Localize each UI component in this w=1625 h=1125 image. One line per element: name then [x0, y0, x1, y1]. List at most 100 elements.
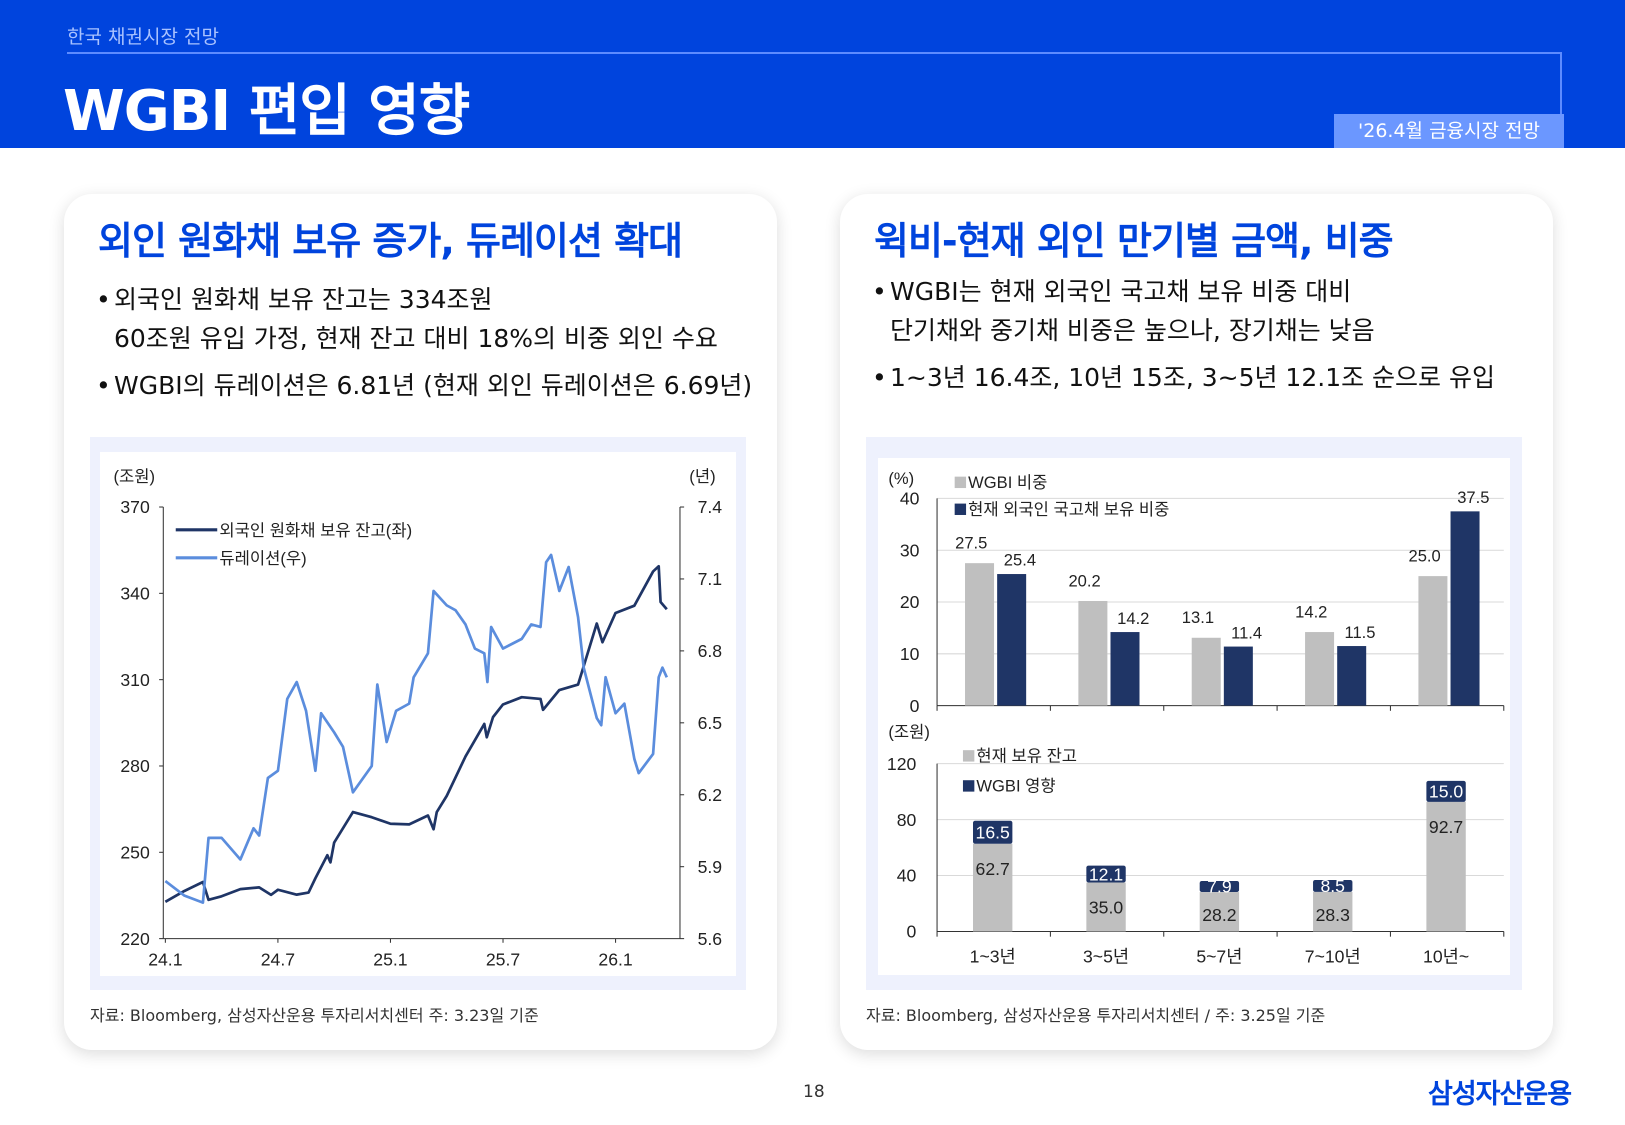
- bar-value-label: 11.4: [1231, 623, 1262, 642]
- legend-label: WGBI 영향: [976, 777, 1055, 796]
- card-title: 윅비-현재 외인 만기별 금액, 비중: [874, 219, 1394, 263]
- y-tick-label: 30: [900, 540, 920, 560]
- bar-value-label: 13.1: [1182, 608, 1214, 627]
- legend-label: 외국인 원화채 보유 잔고(좌): [219, 521, 412, 540]
- bar: [965, 563, 995, 706]
- bar-value-label: 8.5: [1320, 876, 1345, 896]
- bar: [1078, 600, 1108, 706]
- bar-value-label: 11.5: [1344, 623, 1375, 642]
- x-tick-label: 25.7: [486, 950, 520, 970]
- x-tick-label: 24.7: [261, 950, 295, 970]
- x-tick-label: 3~5년: [1083, 947, 1129, 967]
- bullet-item: WGBI는 현재 외국인 국고채 보유 비중 대비 단기채와 중기채 비중은 높…: [872, 272, 1495, 350]
- top-chart-unit: (%): [888, 469, 914, 488]
- bullet-item: 1~3년 16.4조, 10년 15조, 3~5년 12.1조 순으로 유입: [872, 358, 1495, 397]
- bullet-list: WGBI는 현재 외국인 국고채 보유 비중 대비 단기채와 중기채 비중은 높…: [872, 272, 1495, 405]
- report-badge: '26.4월 금융시장 전망: [1334, 114, 1564, 148]
- bar-value-label: 92.7: [1429, 817, 1463, 837]
- bar-value-label: 28.3: [1316, 905, 1350, 925]
- y-tick-label: 120: [887, 754, 917, 774]
- bar-value-label: 15.0: [1429, 782, 1463, 802]
- header-band: 한국 채권시장 전망 WGBI 편입 영향 '26.4월 금융시장 전망: [0, 0, 1625, 148]
- page-title: WGBI 편입 영향: [63, 79, 470, 144]
- legend-swatch: [962, 780, 975, 792]
- x-tick-label: 24.1: [148, 950, 182, 970]
- series-line-1: [164, 564, 668, 903]
- bar: [1337, 646, 1367, 706]
- x-tick-label: 7~10년: [1305, 947, 1361, 967]
- left-tick-label: 220: [120, 929, 150, 949]
- bar-value-label: 37.5: [1457, 488, 1489, 507]
- right-card: 윅비-현재 외인 만기별 금액, 비중 WGBI는 현재 외국인 국고채 보유 …: [840, 194, 1553, 1050]
- page-number: 18: [803, 1082, 825, 1102]
- chart-panel: (조원) (년) 370 340 310 280 250 220 7.4 7.1 6.8 6.5 6.2…: [90, 437, 746, 990]
- bar: [1418, 576, 1448, 706]
- bar-value-label: 35.0: [1089, 898, 1123, 918]
- bullet-text: 1~3년 16.4조, 10년 15조, 3~5년 12.1조 순으로 유입: [890, 363, 1495, 392]
- y-tick-label: 10: [900, 644, 920, 664]
- x-tick-label: 26.1: [598, 950, 632, 970]
- left-axis-unit: (조원): [113, 467, 155, 486]
- left-tick-label: 280: [120, 756, 150, 776]
- company-logo: 삼성자산운용: [1428, 1079, 1572, 1110]
- y-tick-label: 0: [907, 922, 917, 942]
- bar-segment-holdings: [1426, 801, 1466, 932]
- bar-value-label: 20.2: [1068, 571, 1100, 590]
- x-tick-label: 25.1: [373, 950, 407, 970]
- bullet-list: 외국인 원화채 보유 잔고는 334조원 60조원 유입 가정, 현재 잔고 대…: [96, 280, 752, 413]
- series-line-2: [164, 553, 669, 904]
- bullet-text: 외국인 원화채 보유 잔고는 334조원: [114, 285, 493, 314]
- bar-segment-holdings: [1313, 891, 1353, 932]
- bar: [1110, 632, 1140, 706]
- bar-segment-holdings: [973, 843, 1013, 932]
- right-tick-label: 5.6: [698, 929, 723, 949]
- bottom-chart-unit: (조원): [888, 723, 930, 742]
- bar-value-label: 14.2: [1117, 609, 1149, 628]
- bar-value-label: 7.9: [1207, 877, 1231, 897]
- source-note: 자료: Bloomberg, 삼성자산운용 투자리서치센터 / 주: 3.25일…: [866, 1006, 1326, 1025]
- bullet-text: 단기채와 중기채 비중은 높으나, 장기채는 낮음: [890, 316, 1375, 345]
- right-tick-label: 6.2: [698, 785, 723, 805]
- left-tick-label: 370: [120, 497, 150, 517]
- bar-value-label: 28.2: [1202, 905, 1236, 925]
- left-tick-label: 310: [120, 670, 150, 690]
- bullet-text: WGBI의 듀레이션은 6.81년 (현재 외인 듀레이션은 6.69년): [114, 371, 753, 400]
- x-tick-label: 1~3년: [970, 947, 1016, 967]
- section-label: 한국 채권시장 전망: [67, 26, 219, 48]
- bar: [1305, 632, 1335, 706]
- right-axis-unit: (년): [689, 467, 715, 486]
- bar-value-label: 27.5: [955, 534, 987, 553]
- legend-label: 현재 외국인 국고채 보유 비중: [968, 500, 1169, 519]
- x-tick-label: 5~7년: [1196, 947, 1242, 967]
- left-tick-label: 250: [120, 843, 150, 863]
- y-tick-label: 80: [897, 810, 917, 830]
- legend-label: WGBI 비중: [968, 473, 1047, 492]
- bullet-text: 60조원 유입 가정, 현재 잔고 대비 18%의 비중 외인 수요: [114, 324, 718, 353]
- legend-swatch: [954, 476, 967, 489]
- bar: [1223, 646, 1253, 706]
- right-tick-label: 7.4: [698, 497, 723, 517]
- bar-value-label: 12.1: [1089, 864, 1123, 884]
- bar-segment-wgbi: [1313, 880, 1353, 892]
- y-tick-label: 40: [900, 489, 920, 509]
- chart-panel: (%) 40 30 20 10 0 27.5 25.4 20.2 14.2 13.1 11.4 14.2…: [866, 437, 1522, 990]
- holdings-duration-line-chart: (조원) (년) 370 340 310 280 250 220 7.4 7.1 6.8 6.5 6.2…: [100, 452, 736, 976]
- bullet-item: 외국인 원화채 보유 잔고는 334조원 60조원 유입 가정, 현재 잔고 대…: [96, 280, 752, 358]
- right-tick-label: 7.1: [698, 569, 723, 589]
- x-tick-label: 10년~: [1423, 947, 1469, 967]
- bar-value-label: 62.7: [976, 859, 1010, 879]
- bar-segment-wgbi: [1199, 880, 1240, 893]
- y-tick-label: 20: [900, 592, 920, 612]
- bar-value-label: 25.0: [1409, 547, 1441, 566]
- right-tick-label: 6.8: [698, 641, 723, 661]
- bar-segment-wgbi: [1426, 780, 1466, 802]
- bar: [997, 574, 1027, 706]
- right-tick-label: 5.9: [698, 857, 723, 877]
- legend-label: 듀레이션(우): [219, 549, 306, 568]
- bar-segment-holdings: [1199, 892, 1240, 932]
- bar-value-label: 14.2: [1295, 603, 1327, 622]
- left-card: 외인 원화채 보유 증가, 듀레이션 확대 외국인 원화채 보유 잔고는 334…: [64, 194, 777, 1050]
- bar: [1450, 511, 1480, 706]
- bar-segment-holdings: [1086, 882, 1126, 932]
